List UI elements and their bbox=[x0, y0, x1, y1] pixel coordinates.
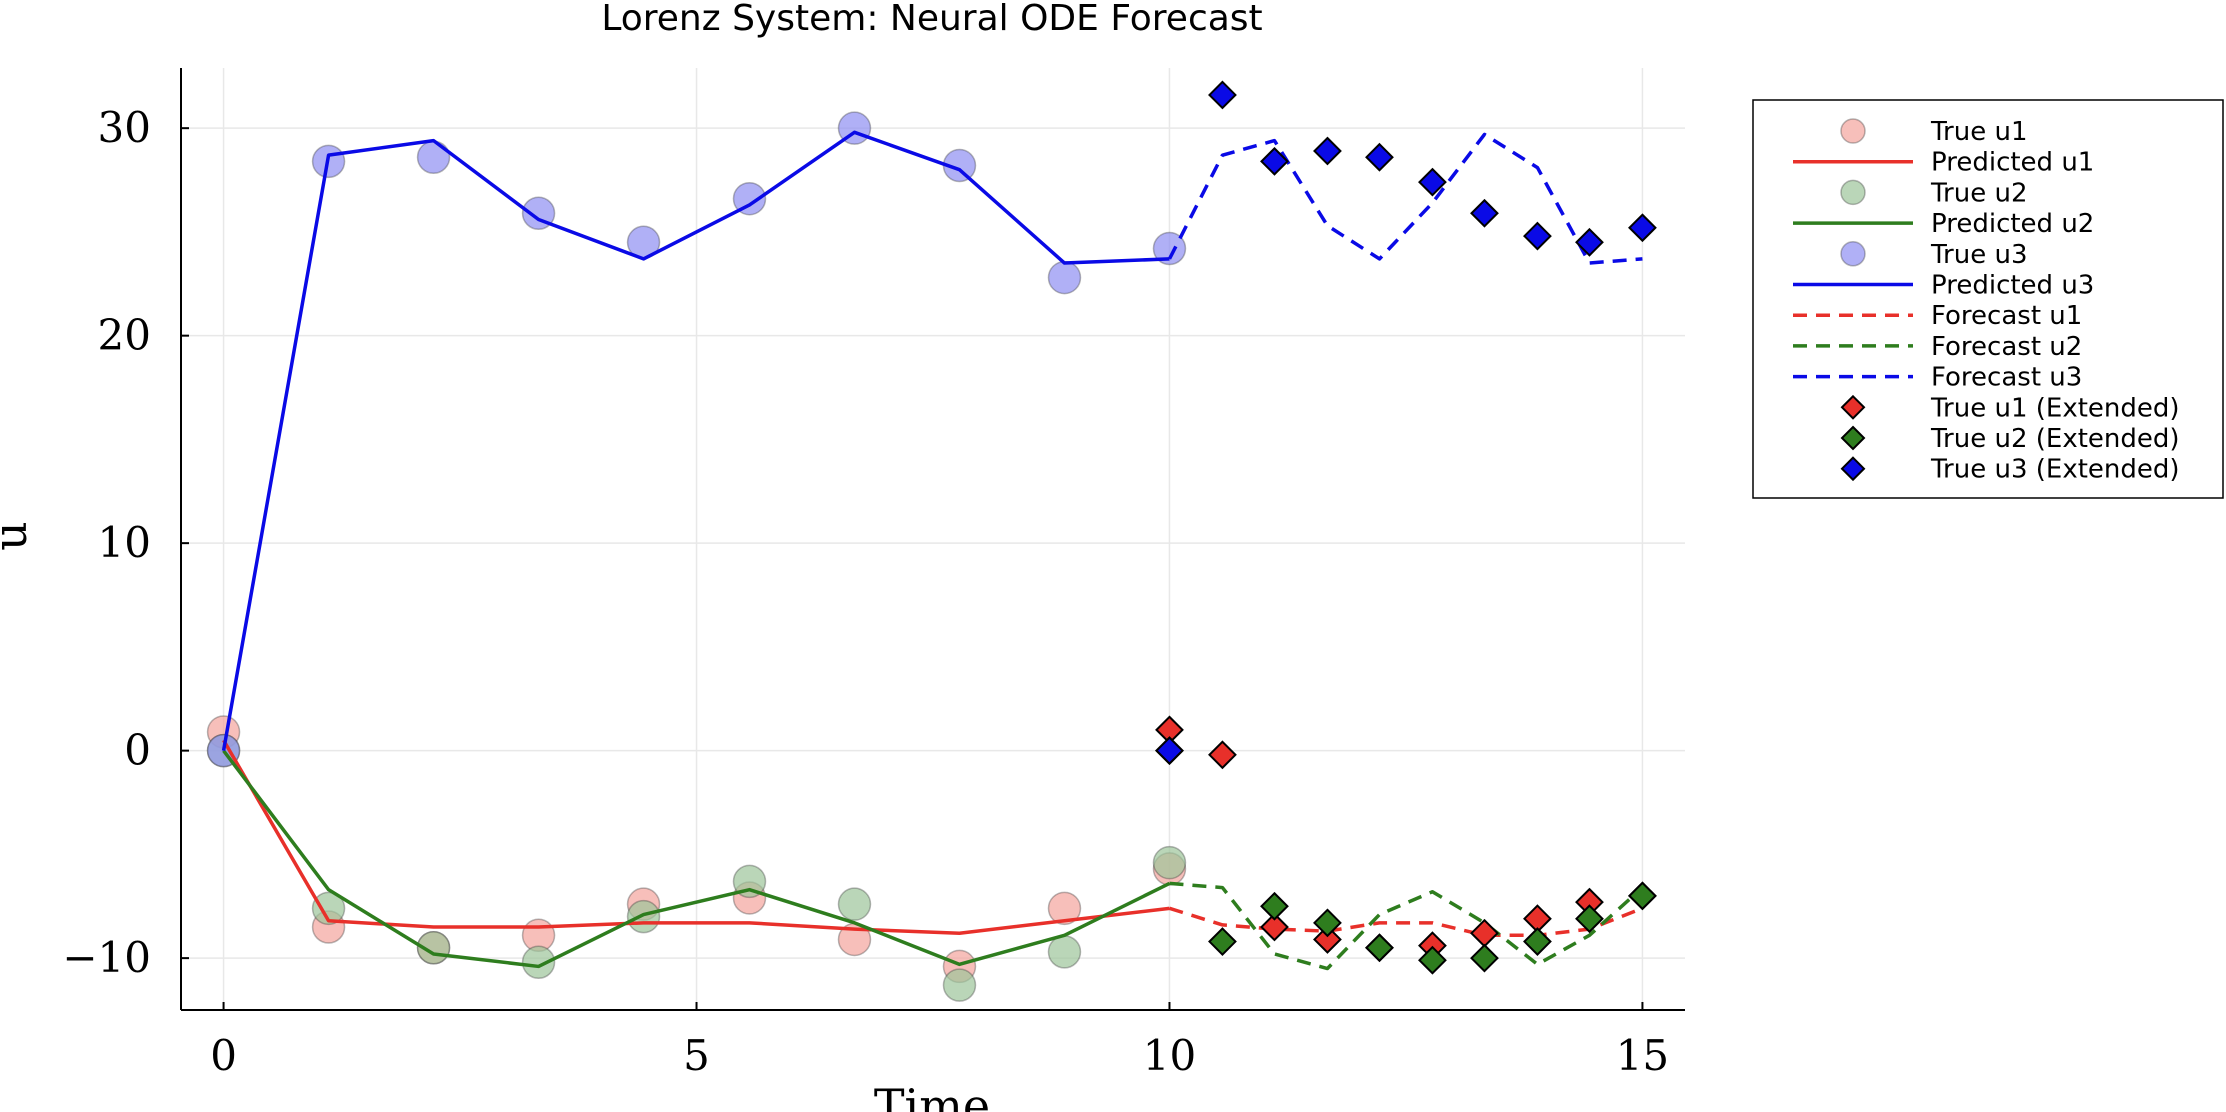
point-true-u3-extended bbox=[1208, 80, 1237, 110]
point-true-u2 bbox=[837, 887, 872, 921]
y-tick-label: −10 bbox=[62, 933, 151, 982]
y-tick-labels: −10 0 10 20 30 bbox=[62, 103, 151, 982]
point-true-u2-extended bbox=[1523, 927, 1552, 956]
point-true-u2 bbox=[626, 899, 661, 934]
point-true-u2 bbox=[1047, 935, 1082, 969]
legend-label-true-u3-extended: True u3 (Extended) bbox=[1930, 455, 2180, 485]
point-true-u1-extended bbox=[1260, 912, 1289, 942]
point-true-u3-extended bbox=[1260, 146, 1289, 176]
series-plot bbox=[206, 80, 1657, 1002]
x-tick-labels: 0 5 10 15 bbox=[210, 1031, 1669, 1080]
point-true-u1-extended bbox=[1313, 925, 1342, 954]
point-true-u2-extended bbox=[1418, 945, 1447, 975]
point-true-u1-extended bbox=[1208, 740, 1237, 770]
point-true-u2-extended bbox=[1470, 943, 1499, 973]
x-tick-label: 5 bbox=[683, 1031, 710, 1080]
point-true-u3-extended bbox=[1155, 736, 1184, 766]
legend-label-forecast-u1: Forecast u1 bbox=[1931, 301, 2082, 331]
point-true-u3-extended bbox=[1313, 136, 1342, 166]
y-tick-label: 0 bbox=[124, 726, 151, 775]
series-line-forecast-u1 bbox=[1168, 906, 1644, 938]
point-true-u2-extended bbox=[1208, 927, 1237, 956]
grid bbox=[181, 68, 1685, 1010]
point-true-u3 bbox=[732, 181, 767, 216]
series-line-predicted-u3 bbox=[221, 130, 1170, 751]
legend-label-forecast-u3: Forecast u3 bbox=[1931, 363, 2082, 393]
point-true-u2 bbox=[311, 891, 346, 926]
x-axis-label: Time bbox=[874, 1079, 990, 1112]
point-true-u2-extended bbox=[1313, 908, 1342, 938]
legend-box bbox=[1752, 99, 2224, 499]
point-true-u2-extended bbox=[1575, 904, 1604, 934]
legend-swatch-true-u3-extended bbox=[1840, 456, 1866, 482]
x-tick-label: 10 bbox=[1143, 1031, 1196, 1080]
point-true-u3 bbox=[1152, 231, 1187, 266]
legend-label-true-u2-extended: True u2 (Extended) bbox=[1930, 424, 2180, 454]
point-true-u3-extended bbox=[1628, 213, 1657, 243]
legend-label-true-u3: True u3 bbox=[1930, 240, 2028, 270]
point-true-u2-extended bbox=[1628, 881, 1657, 911]
chart-title: Lorenz System: Neural ODE Forecast bbox=[601, 0, 1262, 39]
point-true-u2 bbox=[942, 968, 977, 1002]
point-true-u3-extended bbox=[1418, 167, 1447, 197]
point-true-u2 bbox=[1152, 845, 1187, 880]
series-line-predicted-u2 bbox=[222, 749, 1171, 969]
axes bbox=[180, 68, 1685, 1011]
legend-label-predicted-u3: Predicted u3 bbox=[1931, 271, 2094, 301]
legend-label-predicted-u2: Predicted u2 bbox=[1931, 209, 2094, 239]
point-true-u3-extended bbox=[1470, 198, 1499, 228]
legend-swatch-true-u2 bbox=[1840, 179, 1866, 206]
point-true-u1-extended bbox=[1470, 918, 1499, 948]
point-true-u2-extended bbox=[1365, 933, 1394, 963]
point-true-u2 bbox=[732, 864, 767, 899]
legend-label-forecast-u2: Forecast u2 bbox=[1931, 332, 2082, 362]
legend-swatch-true-u3 bbox=[1840, 241, 1866, 267]
y-tick-label: 20 bbox=[98, 311, 151, 360]
series-line-predicted-u1 bbox=[222, 739, 1170, 935]
series-line-forecast-u2 bbox=[1169, 881, 1644, 971]
legend-label-true-u2: True u2 bbox=[1930, 178, 2028, 208]
series-line-forecast-u3 bbox=[1167, 132, 1643, 265]
y-tick-label: 30 bbox=[98, 103, 151, 152]
x-tick-label: 15 bbox=[1616, 1031, 1669, 1080]
point-true-u1 bbox=[1047, 891, 1082, 926]
x-tick-label: 0 bbox=[210, 1031, 237, 1080]
legend-swatch-true-u2-extended bbox=[1840, 425, 1866, 451]
y-tick-label: 10 bbox=[98, 518, 151, 567]
point-true-u3-extended bbox=[1523, 221, 1552, 251]
point-true-u2-extended bbox=[1260, 891, 1289, 921]
legend-label-predicted-u1: Predicted u1 bbox=[1931, 148, 2094, 178]
legend-label-true-u1: True u1 bbox=[1930, 117, 2028, 147]
point-true-u3-extended bbox=[1575, 227, 1604, 257]
y-axis-label: u bbox=[0, 521, 37, 551]
point-true-u3 bbox=[1047, 260, 1082, 295]
point-true-u2 bbox=[521, 945, 556, 980]
legend-swatch-true-u1-extended bbox=[1840, 394, 1866, 420]
legend-swatch-true-u1 bbox=[1840, 118, 1866, 144]
legend-label-true-u1-extended: True u1 (Extended) bbox=[1930, 393, 2180, 423]
point-true-u3-extended bbox=[1365, 142, 1394, 172]
point-true-u3 bbox=[416, 140, 451, 174]
